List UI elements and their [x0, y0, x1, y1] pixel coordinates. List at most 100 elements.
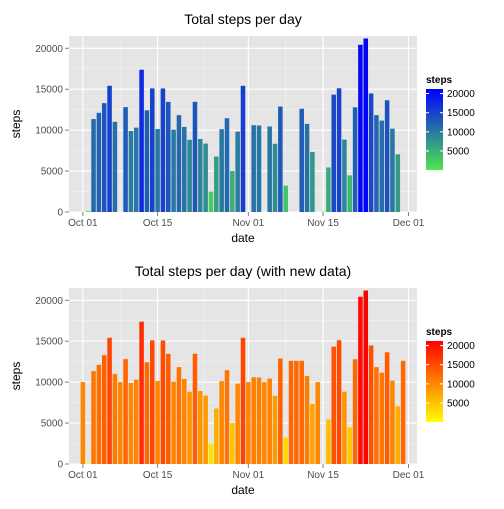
- y-tick-label: 5000: [41, 167, 64, 178]
- y-tick-label: 15000: [35, 337, 63, 348]
- bar: [193, 102, 198, 212]
- bar: [358, 297, 363, 464]
- bar: [353, 359, 358, 464]
- x-tick-label: Oct 15: [143, 470, 173, 481]
- bar: [187, 392, 192, 464]
- bar: [299, 109, 304, 212]
- legend-label: 5000: [447, 147, 470, 158]
- bar: [182, 127, 187, 212]
- bar: [150, 88, 155, 212]
- bar: [235, 132, 240, 212]
- bar: [102, 103, 107, 212]
- x-axis-label: date: [231, 483, 255, 497]
- bar: [326, 167, 331, 212]
- bar: [369, 93, 374, 212]
- bar: [123, 359, 128, 464]
- bar: [145, 362, 150, 464]
- x-tick-label: Nov 15: [307, 218, 339, 229]
- bar: [139, 70, 144, 212]
- bar: [171, 382, 176, 464]
- y-tick-label: 0: [57, 208, 63, 219]
- bar: [401, 361, 406, 464]
- bar: [305, 124, 310, 212]
- bar: [123, 107, 128, 212]
- bar: [331, 95, 336, 212]
- bar: [390, 381, 395, 464]
- bar: [97, 113, 102, 212]
- chart-title: Total steps per day (with new data): [135, 263, 351, 279]
- legend-label: 10000: [447, 379, 475, 390]
- bar: [363, 39, 368, 212]
- bar: [283, 186, 288, 212]
- bar: [380, 373, 385, 464]
- bar: [235, 384, 240, 464]
- bar: [342, 140, 347, 212]
- bar: [396, 154, 401, 212]
- bar: [347, 427, 352, 464]
- bar: [257, 377, 262, 464]
- bar: [161, 341, 166, 464]
- bar: [246, 382, 251, 464]
- bar: [86, 211, 91, 212]
- bar: [251, 125, 256, 212]
- bar: [161, 89, 166, 212]
- bar: [177, 115, 182, 212]
- y-axis-label: steps: [9, 362, 23, 391]
- bar: [118, 382, 123, 464]
- bar: [198, 139, 203, 212]
- bar: [380, 121, 385, 212]
- bar: [81, 382, 86, 464]
- x-tick-label: Oct 15: [143, 218, 173, 229]
- bar: [358, 45, 363, 212]
- bar: [107, 86, 112, 212]
- bar: [209, 192, 214, 212]
- bar: [97, 365, 102, 464]
- bar: [337, 340, 342, 464]
- bar: [278, 107, 283, 212]
- chart-1: Total steps per day (with new data)05000…: [9, 263, 475, 497]
- legend-label: 20000: [447, 89, 475, 100]
- bar: [310, 152, 315, 212]
- y-tick-label: 20000: [35, 44, 63, 55]
- bar: [182, 379, 187, 464]
- bar: [209, 444, 214, 464]
- y-tick-label: 20000: [35, 296, 63, 307]
- x-tick-label: Dec 01: [393, 218, 425, 229]
- legend-title: steps: [426, 327, 453, 338]
- bar: [241, 86, 246, 212]
- bar: [203, 144, 208, 212]
- x-tick-label: Oct 01: [68, 218, 98, 229]
- bar: [129, 383, 134, 464]
- legend-colorbar: [426, 341, 443, 422]
- bar: [203, 396, 208, 464]
- bar: [289, 361, 294, 464]
- bar: [278, 359, 283, 464]
- x-axis-label: date: [231, 231, 255, 245]
- legend-label: 5000: [447, 399, 470, 410]
- bar: [241, 338, 246, 464]
- bar: [134, 128, 139, 212]
- bar: [113, 374, 118, 464]
- bar: [390, 129, 395, 212]
- bar: [374, 115, 379, 212]
- bar: [219, 381, 224, 464]
- bar: [273, 396, 278, 464]
- legend-label: 20000: [447, 341, 475, 352]
- bar: [150, 340, 155, 464]
- bar: [294, 361, 299, 464]
- x-tick-label: Nov 01: [232, 218, 264, 229]
- legend-label: 15000: [447, 108, 475, 119]
- y-tick-label: 5000: [41, 419, 64, 430]
- bar: [267, 127, 272, 212]
- bar: [155, 381, 160, 464]
- bar: [273, 144, 278, 212]
- legend-label: 15000: [447, 360, 475, 371]
- bar: [198, 391, 203, 464]
- bar: [305, 376, 310, 464]
- bar: [331, 347, 336, 464]
- bar: [134, 380, 139, 464]
- bar: [193, 354, 198, 464]
- bar: [139, 322, 144, 464]
- bar: [337, 88, 342, 212]
